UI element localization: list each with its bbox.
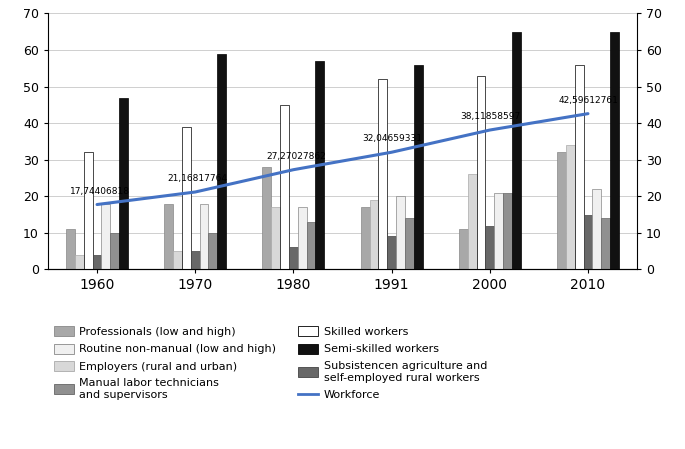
Bar	[387, 237, 396, 269]
Bar	[405, 218, 414, 269]
Bar	[557, 152, 566, 269]
Bar	[610, 32, 619, 269]
Bar	[477, 75, 486, 269]
Bar	[369, 200, 378, 269]
Bar	[396, 196, 405, 269]
Bar	[512, 32, 521, 269]
Text: 32,04659331: 32,04659331	[362, 134, 422, 143]
Bar	[84, 152, 92, 269]
Text: 21,16817764: 21,16817764	[168, 174, 227, 183]
Bar	[110, 233, 119, 269]
Legend: Professionals (low and high), Routine non-manual (low and high), Employers (rura: Professionals (low and high), Routine no…	[53, 326, 487, 400]
Text: 38,11858597: 38,11858597	[460, 112, 521, 121]
Bar	[584, 215, 593, 269]
Bar	[173, 251, 182, 269]
Bar	[208, 233, 217, 269]
Bar	[119, 97, 128, 269]
Text: 27,27027862: 27,27027862	[266, 152, 325, 161]
Bar	[566, 145, 575, 269]
Bar	[289, 247, 298, 269]
Bar	[92, 255, 101, 269]
Bar	[414, 65, 423, 269]
Bar	[601, 218, 610, 269]
Bar	[316, 61, 324, 269]
Bar	[459, 229, 468, 269]
Bar	[191, 251, 199, 269]
Bar	[503, 193, 512, 269]
Bar	[361, 207, 369, 269]
Text: 17,74406818: 17,74406818	[70, 186, 129, 196]
Bar	[182, 127, 191, 269]
Bar	[199, 203, 208, 269]
Bar	[280, 105, 289, 269]
Bar	[262, 167, 271, 269]
Bar	[486, 225, 494, 269]
Bar	[101, 203, 110, 269]
Bar	[66, 229, 75, 269]
Bar	[593, 189, 601, 269]
Bar	[575, 65, 584, 269]
Bar	[271, 207, 280, 269]
Bar	[75, 255, 84, 269]
Bar	[307, 222, 316, 269]
Bar	[468, 174, 477, 269]
Bar	[298, 207, 307, 269]
Text: 42,59612761: 42,59612761	[558, 96, 619, 105]
Bar	[378, 79, 387, 269]
Bar	[217, 54, 226, 269]
Bar	[164, 203, 173, 269]
Bar	[494, 193, 503, 269]
